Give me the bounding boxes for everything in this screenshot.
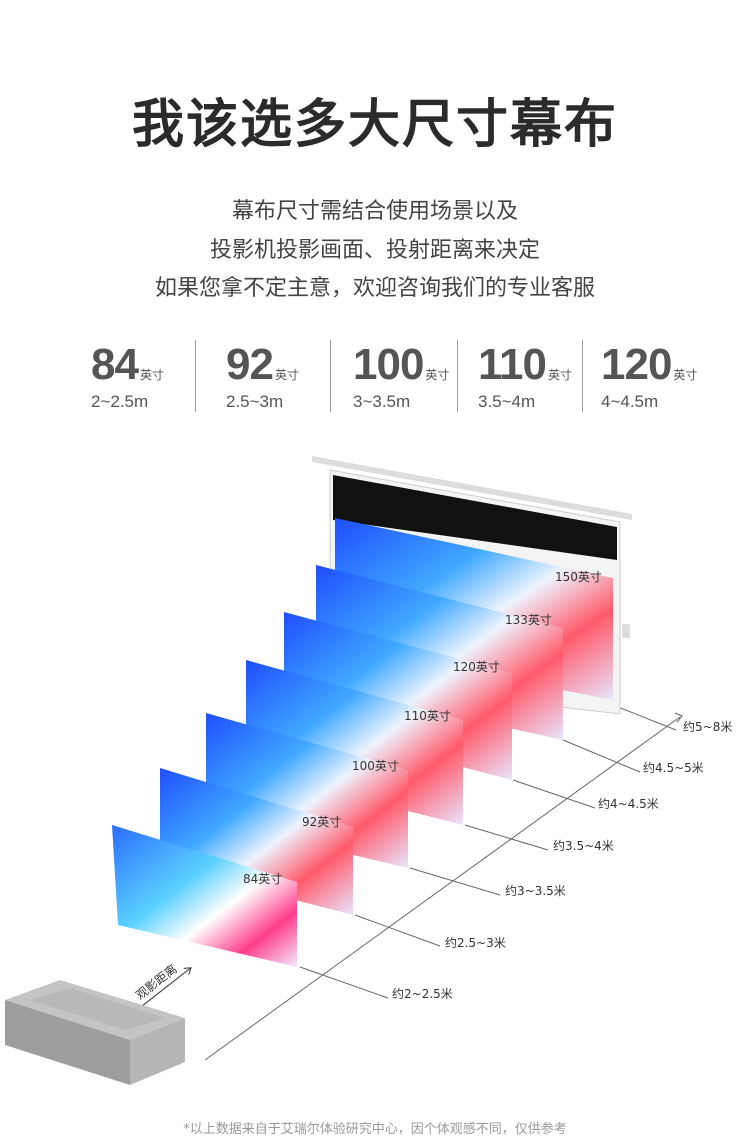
size-range: 3.5~4m: [478, 392, 536, 411]
screens: [112, 518, 613, 967]
size-item-110: 110 英寸 3.5~4m: [457, 340, 582, 412]
distance-label: 约3~3.5米: [505, 883, 566, 898]
screen-label-92: 92英寸: [302, 815, 341, 829]
size-unit: 英寸: [274, 368, 299, 382]
screen-label-100: 100英寸: [352, 759, 399, 773]
distance-label: 约4~4.5米: [598, 796, 659, 811]
subtitle-line-3: 如果您拿不定主意，欢迎咨询我们的专业客服: [154, 276, 595, 301]
sofa-icon: [5, 980, 185, 1085]
page-title: 我该选多大尺寸幕布: [131, 95, 618, 155]
screen-92: [160, 768, 353, 915]
size-range: 2~2.5m: [91, 392, 149, 411]
size-value: 84: [91, 340, 139, 389]
size-unit: 英寸: [425, 368, 450, 382]
distance-label: 约4.5~5米: [643, 760, 704, 775]
size-range: 4~4.5m: [601, 392, 659, 411]
size-value: 92: [226, 340, 274, 389]
size-unit: 英寸: [673, 368, 698, 382]
distance-label: 约3.5~4米: [553, 838, 614, 853]
size-range: 2.5~3m: [226, 392, 284, 411]
distance-label: 约5~8米: [683, 719, 732, 734]
distance-lines: [204, 704, 683, 1061]
screen-84: [112, 825, 297, 967]
subtitle-line-2: 投影机投影画面、投射距离来决定: [209, 238, 540, 263]
size-value: 120: [601, 340, 672, 389]
distance-label: 约2~2.5米: [392, 986, 453, 1001]
size-item-84: 84 英寸 2~2.5m: [85, 340, 195, 412]
size-range: 3~3.5m: [353, 392, 411, 411]
size-guide-row: 84 英寸 2~2.5m 92 英寸 2.5~3m 100 英寸 3~3.5m 110 英寸 3…: [85, 340, 705, 412]
screen-label-150: 150英寸: [555, 570, 602, 584]
screen-label-120: 120英寸: [453, 660, 500, 674]
distance-label: 约2.5~3米: [445, 935, 506, 950]
screen-label-133: 133英寸: [505, 613, 552, 627]
screen-size-illustration: 150英寸 133英寸 120英寸 110英寸 100英寸 92英寸 84英寸 …: [5, 456, 732, 1085]
size-item-100: 100 英寸 3~3.5m: [330, 340, 457, 412]
screen-label-110: 110英寸: [404, 709, 451, 723]
screen-labels: 150英寸 133英寸 120英寸 110英寸 100英寸 92英寸 84英寸: [243, 570, 602, 886]
subtitle-line-1: 幕布尺寸需结合使用场景以及: [231, 199, 518, 224]
size-unit: 英寸: [139, 368, 164, 382]
size-item-120: 120 英寸 4~4.5m: [582, 340, 705, 412]
screen-label-84: 84英寸: [243, 872, 282, 886]
size-value: 110: [478, 340, 547, 389]
size-item-92: 92 英寸 2.5~3m: [195, 340, 330, 412]
footnote: *以上数据来自于艾瑞尔体验研究中心，因个体观感不同，仅供参考: [183, 1122, 567, 1137]
distance-labels: 约5~8米 约4.5~5米 约4~4.5米 约3.5~4米 约3~3.5米 约2…: [392, 719, 732, 1001]
viewing-distance-marker: 观影距离: [133, 961, 192, 1009]
size-value: 100: [353, 340, 424, 389]
size-unit: 英寸: [547, 368, 572, 382]
